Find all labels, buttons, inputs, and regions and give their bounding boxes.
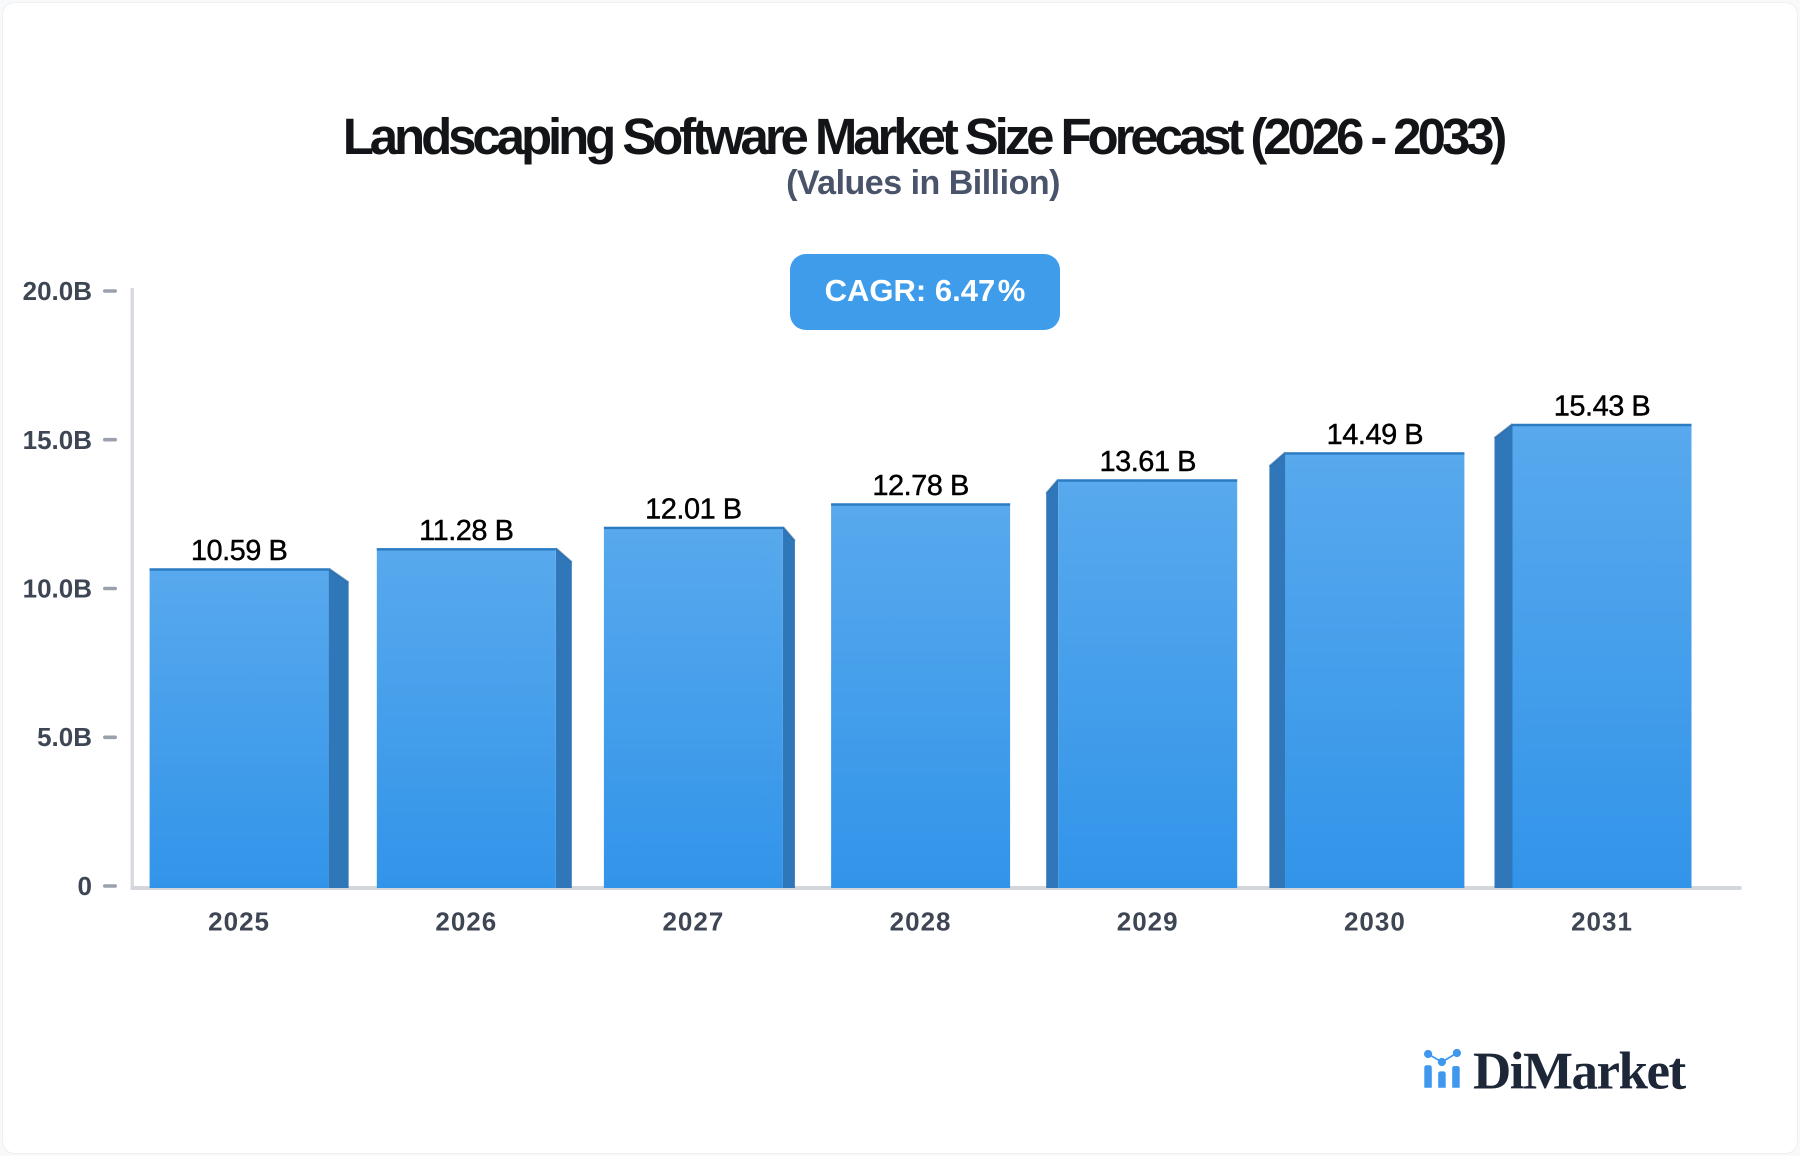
- svg-text:CAGR: 6.47 %: CAGR: 6.47 %: [825, 273, 1026, 308]
- svg-text:(Values in Billion): (Values in Billion): [786, 164, 1060, 202]
- svg-text:DiMarket: DiMarket: [1473, 1043, 1687, 1101]
- svg-text:15.43 B: 15.43 B: [1554, 391, 1650, 423]
- svg-text:2026: 2026: [435, 907, 497, 937]
- svg-text:0: 0: [78, 871, 92, 901]
- svg-text:2025: 2025: [208, 907, 270, 937]
- svg-text:12.78 B: 12.78 B: [872, 470, 968, 502]
- svg-text:2029: 2029: [1117, 907, 1179, 937]
- svg-text:2031: 2031: [1571, 907, 1633, 937]
- svg-text:12.01 B: 12.01 B: [645, 493, 741, 525]
- svg-text:13.61 B: 13.61 B: [1099, 446, 1195, 478]
- svg-text:15.0B: 15.0B: [23, 425, 92, 455]
- svg-text:Landscaping Software Market Si: Landscaping Software Market Size Forecas…: [343, 108, 1506, 165]
- svg-text:2028: 2028: [890, 907, 952, 937]
- svg-text:11.28 B: 11.28 B: [419, 515, 513, 547]
- svg-text:10.59 B: 10.59 B: [191, 535, 287, 567]
- svg-text:2027: 2027: [662, 907, 724, 937]
- svg-text:14.49 B: 14.49 B: [1327, 419, 1423, 451]
- svg-text:20.0B: 20.0B: [23, 276, 92, 306]
- svg-text:10.0B: 10.0B: [23, 574, 92, 604]
- svg-text:5.0B: 5.0B: [37, 722, 92, 752]
- svg-text:2030: 2030: [1344, 907, 1406, 937]
